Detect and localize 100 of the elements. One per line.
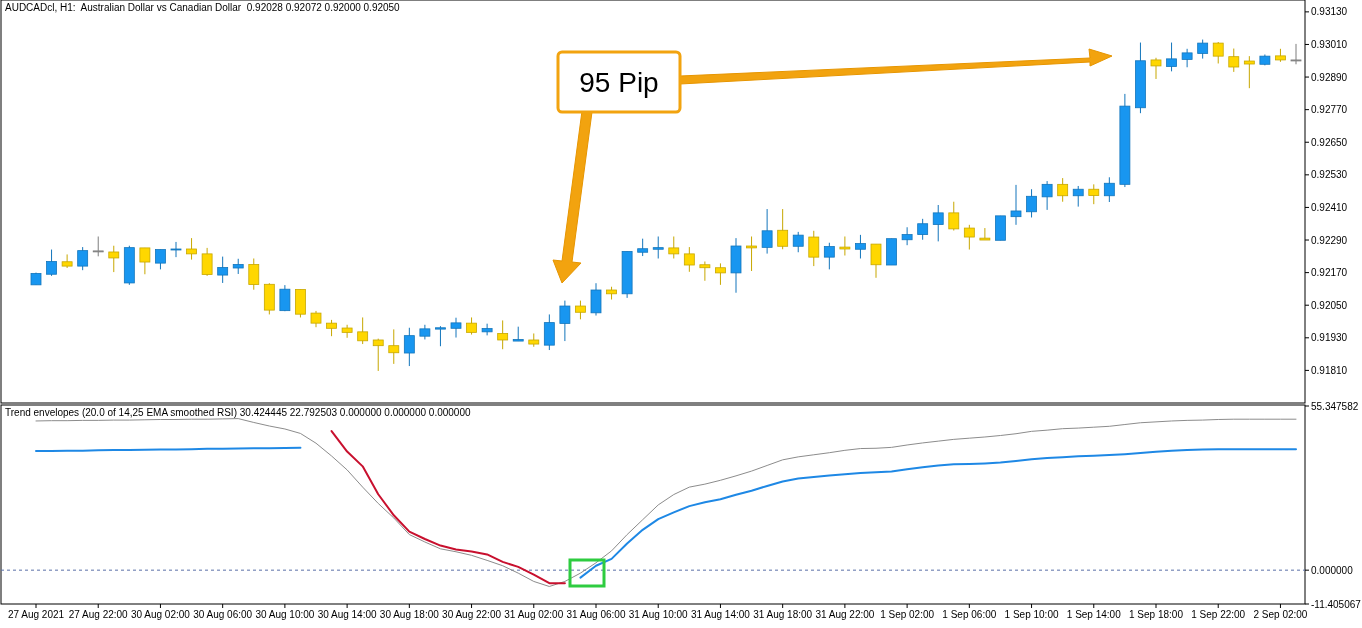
candlestick bbox=[108, 245, 120, 273]
candlestick bbox=[792, 231, 804, 253]
candlestick bbox=[170, 241, 182, 258]
chart-title: AUDCADcl, H1: Australian Dollar vs Canadian Dollar 0.92028 0.92072 0.92000 0.92050 bbox=[5, 2, 401, 13]
candlestick bbox=[683, 246, 695, 273]
x-tick-label: 31 Aug 02:00 bbox=[504, 609, 564, 620]
candlestick bbox=[1243, 55, 1255, 89]
chart-title: Trend envelopes (20.0 of 14,25 EMA smoothed RSI) 30.424445 22.792503 0.000000 0.000000 0.000000 bbox=[5, 407, 471, 418]
candlestick bbox=[777, 208, 789, 250]
candlestick bbox=[839, 236, 851, 257]
candlestick bbox=[1103, 176, 1115, 203]
candlestick bbox=[403, 327, 415, 367]
y-tick-label: 0.92530 bbox=[1311, 169, 1348, 181]
x-tick-label: 1 Sep 10:00 bbox=[1004, 609, 1059, 620]
x-tick-label: 27 Aug 2021 bbox=[7, 609, 65, 620]
candlestick bbox=[1197, 39, 1209, 60]
x-tick-label: 30 Aug 22:00 bbox=[442, 609, 502, 620]
candlestick bbox=[497, 319, 509, 350]
x-tick-label: 31 Aug 22:00 bbox=[815, 609, 875, 620]
x-tick-label: 30 Aug 14:00 bbox=[317, 609, 378, 620]
y-tick-label: 0.92050 bbox=[1311, 299, 1348, 311]
candlestick bbox=[917, 218, 929, 241]
candlestick bbox=[46, 249, 57, 277]
candlestick bbox=[1057, 177, 1069, 203]
candlestick bbox=[435, 325, 446, 347]
candlestick bbox=[450, 317, 462, 339]
x-tick-label: 2 Sep 02:00 bbox=[1253, 609, 1308, 620]
candlestick bbox=[1026, 188, 1037, 218]
candlestick bbox=[1212, 41, 1224, 64]
y-tick-label: 0.93010 bbox=[1311, 38, 1348, 50]
candlestick bbox=[1150, 57, 1162, 80]
candlestick bbox=[963, 224, 975, 251]
x-tick-label: 31 Aug 10:00 bbox=[628, 609, 689, 620]
candlestick bbox=[932, 204, 944, 242]
x-tick-label: 1 Sep 06:00 bbox=[942, 609, 997, 620]
candlestick bbox=[575, 300, 586, 320]
candlestick bbox=[186, 237, 197, 261]
candlestick bbox=[948, 201, 960, 232]
y-tick-label: 0.92290 bbox=[1311, 234, 1348, 246]
y-tick-label: 0.93130 bbox=[1311, 6, 1348, 18]
candlestick bbox=[823, 242, 835, 270]
y-tick-label: 0.92170 bbox=[1311, 267, 1348, 279]
candlestick bbox=[61, 253, 73, 269]
y-tick-label: 0.92890 bbox=[1311, 71, 1348, 83]
candlestick bbox=[139, 247, 151, 275]
candlestick bbox=[979, 227, 991, 241]
y-tick-label: 0.92770 bbox=[1311, 104, 1348, 116]
candlestick bbox=[699, 260, 711, 282]
candlestick bbox=[1228, 48, 1240, 73]
candlestick bbox=[341, 324, 353, 339]
candlestick bbox=[279, 284, 291, 312]
y-tick-label: 0.92650 bbox=[1311, 136, 1348, 148]
candlestick bbox=[388, 328, 400, 365]
candlestick bbox=[761, 208, 773, 255]
annotation: 95 Pip bbox=[579, 66, 659, 98]
y-tick-label: 55.347582 bbox=[1311, 400, 1359, 412]
x-tick-label: 27 Aug 22:00 bbox=[68, 609, 129, 620]
y-tick-label: 0.91810 bbox=[1311, 364, 1348, 376]
x-tick-label: 31 Aug 14:00 bbox=[690, 609, 751, 620]
candlestick bbox=[1166, 42, 1177, 72]
candlestick bbox=[217, 256, 229, 284]
candlestick bbox=[372, 338, 384, 372]
line-series bbox=[330, 430, 566, 585]
candlestick bbox=[855, 234, 866, 259]
candlestick bbox=[870, 243, 882, 279]
candlestick bbox=[1041, 180, 1053, 211]
x-tick-label: 30 Aug 10:00 bbox=[255, 609, 315, 620]
candlestick bbox=[543, 313, 555, 351]
y-tick-label: 0.92410 bbox=[1311, 201, 1348, 213]
y-tick-label: 0.000000 bbox=[1311, 564, 1354, 576]
candlestick bbox=[746, 236, 757, 272]
candlestick bbox=[92, 236, 104, 257]
candlestick bbox=[155, 249, 166, 270]
candlestick bbox=[1181, 48, 1193, 68]
candlestick bbox=[248, 258, 260, 291]
x-tick-label: 31 Aug 18:00 bbox=[753, 609, 813, 620]
candlestick bbox=[1088, 183, 1100, 205]
x-tick-label: 1 Sep 02:00 bbox=[880, 609, 935, 620]
y-tick-label: 0.91930 bbox=[1311, 332, 1348, 344]
candlestick bbox=[559, 300, 571, 342]
x-tick-label: 1 Sep 22:00 bbox=[1191, 609, 1246, 620]
line-series bbox=[35, 418, 1297, 587]
candlestick bbox=[808, 230, 820, 267]
x-tick-label: 1 Sep 14:00 bbox=[1066, 609, 1122, 620]
candlestick bbox=[481, 323, 493, 336]
candlestick bbox=[668, 236, 680, 259]
x-tick-label: 30 Aug 02:00 bbox=[130, 609, 191, 620]
x-tick-label: 31 Aug 06:00 bbox=[566, 609, 626, 620]
y-tick-label: -11.405067 bbox=[1311, 598, 1362, 610]
candlestick bbox=[201, 247, 213, 277]
candlestick bbox=[715, 262, 726, 286]
candlestick bbox=[652, 236, 664, 259]
x-tick-label: 1 Sep 18:00 bbox=[1129, 609, 1184, 620]
candlestick bbox=[1290, 43, 1302, 65]
x-tick-label: 30 Aug 18:00 bbox=[379, 609, 440, 620]
candlestick bbox=[1072, 185, 1084, 208]
candlestick bbox=[901, 226, 913, 246]
candlestick bbox=[77, 246, 89, 271]
x-tick-label: 30 Aug 06:00 bbox=[193, 609, 253, 620]
candlestick bbox=[590, 282, 602, 317]
